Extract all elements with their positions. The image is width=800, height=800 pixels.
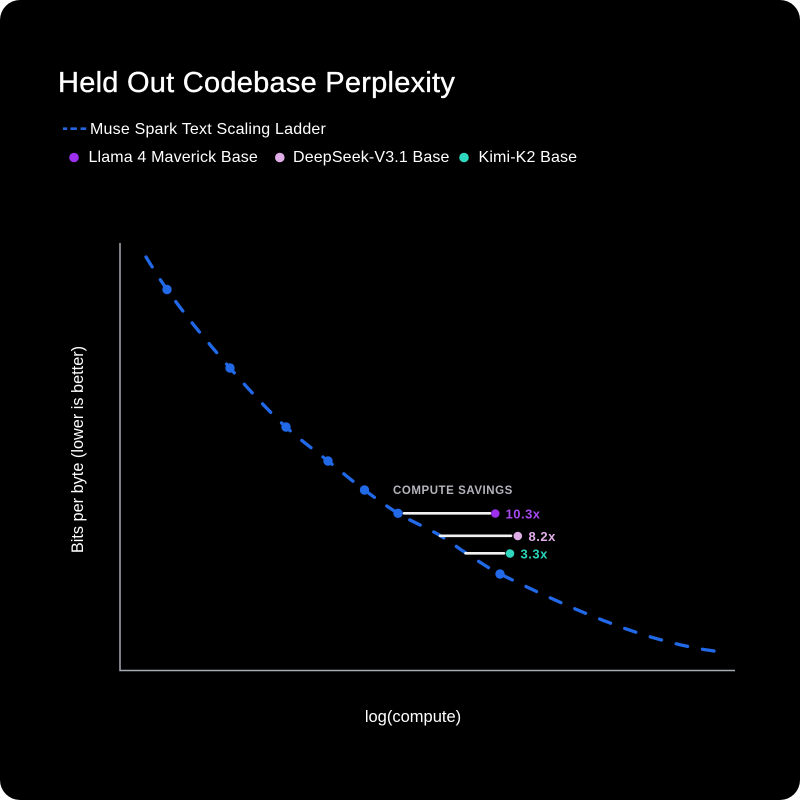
svg-text:10.3x: 10.3x [506, 507, 541, 522]
svg-text:COMPUTE SAVINGS: COMPUTE SAVINGS [393, 485, 513, 497]
svg-text:Bits per byte (lower is better: Bits per byte (lower is better) [69, 346, 87, 553]
svg-text:log(compute): log(compute) [365, 708, 461, 726]
svg-text:3.3x: 3.3x [521, 547, 549, 562]
svg-text:8.2x: 8.2x [529, 529, 557, 544]
